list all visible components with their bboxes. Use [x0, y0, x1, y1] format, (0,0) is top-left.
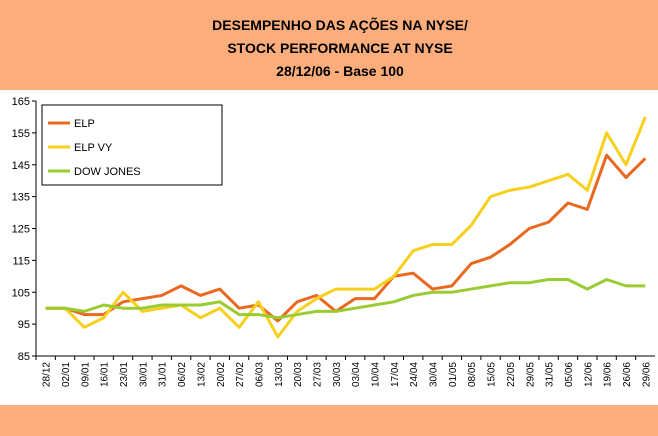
x-tick-label: 27/02: [235, 362, 246, 387]
x-tick-label: 06/02: [177, 362, 188, 387]
x-tick-label: 29/06: [641, 362, 652, 387]
x-tick-label: 13/02: [196, 362, 207, 387]
x-tick-label: 17/04: [390, 362, 401, 387]
x-tick-label: 23/01: [119, 362, 130, 387]
x-tick-label: 16/01: [100, 362, 111, 387]
series-line: [45, 153, 647, 323]
x-tick-label: 28/12: [42, 362, 53, 387]
x-tick-label: 20/02: [216, 362, 227, 387]
x-tick-label: 30/04: [429, 362, 440, 387]
x-tick-label: 13/03: [274, 362, 285, 387]
x-tick-label: 29/05: [525, 362, 536, 387]
x-tick-label: 05/06: [564, 362, 575, 387]
legend-box: [41, 104, 223, 186]
legend-label: DOW JONES: [74, 166, 141, 178]
x-tick-label: 06/03: [254, 362, 265, 387]
x-tick-label: 30/01: [138, 362, 149, 387]
chart-title: 28/12/06 - Base 100: [276, 63, 404, 79]
x-tick-label: 09/01: [80, 362, 91, 387]
y-tick-label: 95: [18, 319, 30, 331]
x-tick-label: 01/05: [448, 362, 459, 387]
y-tick-label: 135: [12, 192, 30, 204]
x-tick-label: 27/03: [312, 362, 323, 387]
y-tick-label: 155: [12, 128, 30, 140]
x-tick-label: 22/05: [506, 362, 517, 387]
y-tick-label: 105: [12, 287, 30, 299]
x-tick-label: 26/06: [622, 362, 633, 387]
x-tick-label: 15/05: [487, 362, 498, 387]
header-band: [0, 0, 658, 90]
x-tick-label: 08/05: [467, 362, 478, 387]
x-tick-label: 20/03: [293, 362, 304, 387]
x-tick-label: 10/04: [371, 362, 382, 387]
x-tick-label: 30/03: [332, 362, 343, 387]
x-tick-label: 31/01: [158, 362, 169, 387]
series-line: [45, 116, 647, 339]
x-tick-label: 02/01: [61, 362, 72, 387]
x-tick-label: 24/04: [409, 362, 420, 387]
y-tick-label: 85: [18, 351, 30, 363]
chart-title: STOCK PERFORMANCE AT NYSE: [227, 40, 452, 56]
y-tick-label: 145: [12, 160, 30, 172]
legend-label: ELP: [74, 118, 95, 130]
chart-title: DESEMPENHO DAS AÇÕES NA NYSE/: [212, 16, 468, 33]
series-line: [45, 278, 646, 320]
legend-label: ELP VY: [74, 142, 113, 154]
x-tick-label: 03/04: [351, 362, 362, 387]
y-tick-label: 125: [12, 224, 30, 236]
y-tick-label: 115: [12, 255, 30, 267]
footer-band: [0, 405, 658, 436]
y-tick-label: 165: [12, 96, 30, 108]
x-tick-label: 19/06: [603, 362, 614, 387]
x-tick-label: 31/05: [545, 362, 556, 387]
x-tick-label: 12/06: [583, 362, 594, 387]
